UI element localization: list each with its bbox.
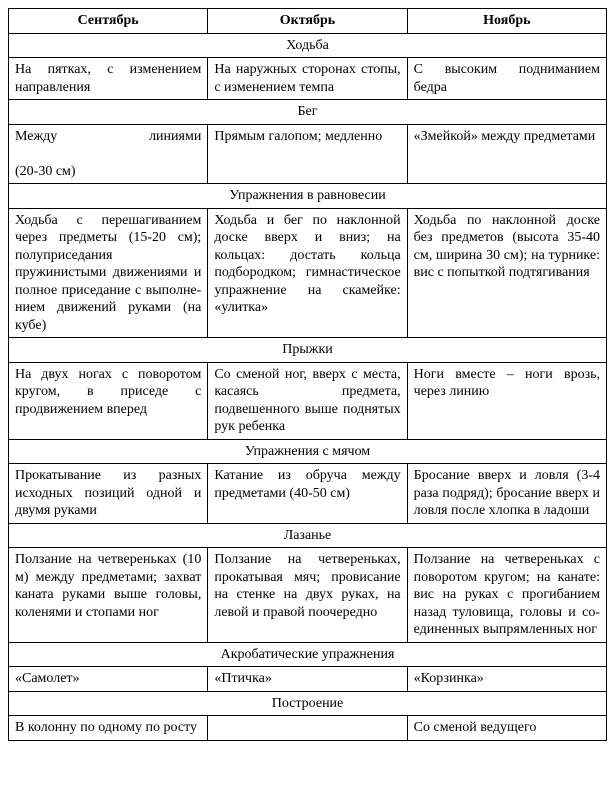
jumping-oct: Со сменой ног, вверх с места, касаясь пр… xyxy=(208,362,407,439)
exercise-schedule-table: Сентябрь Октябрь Ноябрь Ходьба На пятках… xyxy=(8,8,607,741)
running-nov: «Змейкой» между пред­метами xyxy=(407,124,606,184)
balance-nov: Ходьба по наклонной доске без предметов … xyxy=(407,208,606,338)
section-ball: Упражнения с мячом xyxy=(9,439,607,464)
acrobatic-oct: «Птичка» xyxy=(208,667,407,692)
jumping-nov: Ноги вместе – ноги врозь, через линию xyxy=(407,362,606,439)
walking-oct: На наружных сторонах стопы, с изменением… xyxy=(208,58,407,100)
ball-sep: Прокатывание из раз­ных исходных позиций… xyxy=(9,464,208,524)
formation-oct xyxy=(208,716,407,741)
climbing-nov: Ползание на четверень­ках с поворотом кр… xyxy=(407,548,606,643)
section-climbing: Лазанье xyxy=(9,523,607,548)
ball-oct: Катание из обруча меж­ду предметами (40-… xyxy=(208,464,407,524)
running-sep: Между линиями (20-30 см) xyxy=(9,124,208,184)
formation-nov: Со сменой ведущего xyxy=(407,716,606,741)
jumping-sep: На двух ногах с поворо­том кругом, в при… xyxy=(9,362,208,439)
header-september: Сентябрь xyxy=(9,9,208,34)
section-running: Бег xyxy=(9,100,607,125)
climbing-oct: Ползание на четверень­ках, прокатывая мя… xyxy=(208,548,407,643)
climbing-sep: Ползание на четверень­ках (10 м) между п… xyxy=(9,548,208,643)
header-november: Ноябрь xyxy=(407,9,606,34)
section-jumping: Прыжки xyxy=(9,338,607,363)
section-walking: Ходьба xyxy=(9,33,607,58)
formation-sep: В колонну по одному по росту xyxy=(9,716,208,741)
acrobatic-nov: «Корзинка» xyxy=(407,667,606,692)
section-acrobatic: Акробатические упражнения xyxy=(9,642,607,667)
walking-sep: На пятках, с измене­нием направления xyxy=(9,58,208,100)
balance-sep: Ходьба с перешагива­нием через предметы … xyxy=(9,208,208,338)
acrobatic-sep: «Самолет» xyxy=(9,667,208,692)
walking-nov: С высоким поднимани­ем бедра xyxy=(407,58,606,100)
ball-nov: Бросание вверх и ловля (3-4 раза подряд)… xyxy=(407,464,606,524)
section-balance: Упражнения в равновесии xyxy=(9,184,607,209)
section-formation: Построение xyxy=(9,691,607,716)
header-october: Октябрь xyxy=(208,9,407,34)
balance-oct: Ходьба и бег по наклон­ной доске вверх и… xyxy=(208,208,407,338)
running-oct: Прямым галопом; мед­ленно xyxy=(208,124,407,184)
